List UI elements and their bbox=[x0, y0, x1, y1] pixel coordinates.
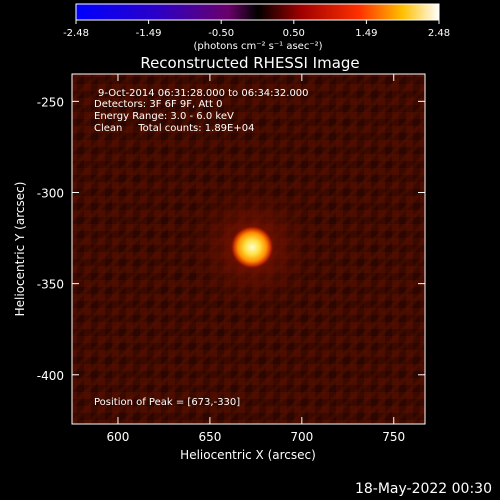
peak-position-text: Position of Peak = [673,-330] bbox=[94, 397, 241, 408]
colorbar bbox=[75, 3, 440, 21]
x-tick-label: 600 bbox=[107, 430, 130, 444]
y-tick-label: -250 bbox=[37, 95, 64, 109]
x-tick-label: 650 bbox=[198, 430, 221, 444]
colorbar-tick-label: -2.48 bbox=[63, 28, 89, 39]
y-axis-ticks: -250 -300 -350 -400 bbox=[37, 95, 425, 383]
annotation-line-4: Clean Total counts: 1.89E+04 bbox=[94, 123, 255, 134]
colorbar-tick-label: 0.50 bbox=[283, 28, 305, 39]
colorbar-tick-label: 2.48 bbox=[428, 28, 450, 39]
annotation-line-3: Energy Range: 3.0 - 6.0 keV bbox=[94, 111, 234, 122]
plot-frame bbox=[71, 73, 426, 425]
x-axis-label: Heliocentric X (arcsec) bbox=[180, 448, 316, 462]
x-tick-label: 750 bbox=[382, 430, 405, 444]
peak-source bbox=[230, 225, 275, 270]
heatmap-image bbox=[72, 74, 425, 424]
colorbar-tick-label: -0.50 bbox=[208, 28, 234, 39]
chart-title: Reconstructed RHESSI Image bbox=[140, 54, 359, 72]
y-axis-label: Heliocentric Y (arcsec) bbox=[13, 182, 27, 317]
y-tick-label: -300 bbox=[37, 186, 64, 200]
x-axis-ticks: 600 650 700 750 bbox=[107, 74, 405, 444]
colorbar-unit-label: (photons cm⁻² s⁻¹ asec⁻²) bbox=[193, 41, 322, 52]
colorbar-ticks: -2.48 -1.49 -0.50 0.50 1.49 2.48 bbox=[63, 20, 450, 39]
colorbar-tick-label: -1.49 bbox=[136, 28, 162, 39]
y-tick-label: -400 bbox=[37, 369, 64, 383]
footer-date: 18-May-2022 00:30 bbox=[354, 481, 492, 497]
annotation-line-1: 9-Oct-2014 06:31:28.000 to 06:34:32.000 bbox=[98, 88, 309, 99]
annotation-line-2: Detectors: 3F 6F 9F, Att 0 bbox=[94, 99, 223, 110]
colorbar-tick-label: 1.49 bbox=[355, 28, 377, 39]
x-tick-label: 700 bbox=[290, 430, 313, 444]
y-tick-label: -350 bbox=[37, 278, 64, 292]
